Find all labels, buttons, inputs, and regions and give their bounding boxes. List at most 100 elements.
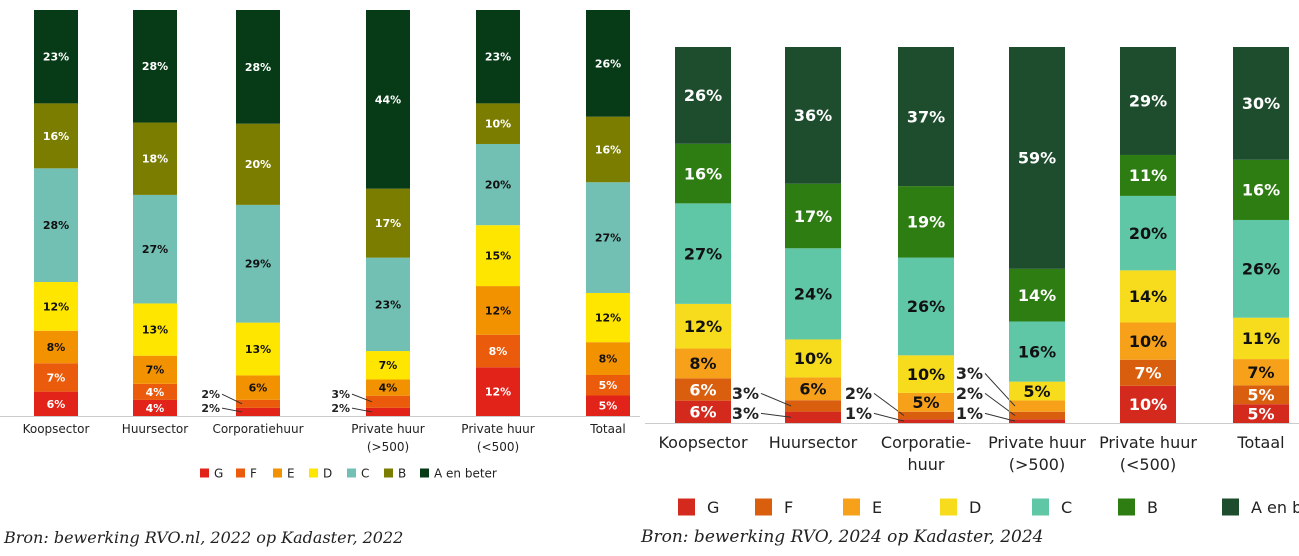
legend-label: B [398,466,406,480]
bar-segment-e [1120,322,1176,360]
data-label: 5% [599,400,618,413]
data-label: 12% [485,304,511,317]
data-label: 26% [595,57,621,70]
bar-segment-d [785,339,841,378]
data-label: 7% [1134,364,1161,383]
data-label: 7% [379,359,398,372]
bar-segment-a-en-beter [34,10,78,104]
bar-segment-f [236,399,280,408]
legend-label: D [969,498,981,517]
data-label: 14% [1129,287,1167,306]
bar-segment-c [133,194,177,304]
leader-line [984,392,1016,416]
leader-line [760,412,792,418]
data-label: 7% [47,371,66,384]
bar-segment-d [34,282,78,331]
data-label: 2% [845,384,872,403]
data-label: 6% [689,380,716,399]
data-label: 14% [1018,286,1056,305]
data-label: 26% [1242,260,1280,279]
legend-label: E [287,466,295,480]
legend-label: G [707,498,719,517]
data-label: 6% [689,403,716,422]
bar-segment-e [586,342,630,375]
leader-line [873,392,905,416]
bar-segment-f [785,400,841,412]
data-label: 16% [1242,181,1280,200]
data-label: 10% [907,365,945,384]
data-label: 16% [43,130,69,143]
legend-label: E [872,498,882,517]
data-label: 2% [331,402,350,415]
legend-swatch-c [347,468,356,478]
bar-segment-e [1233,359,1289,386]
legend-label: F [784,498,793,517]
leader-line [873,412,905,422]
data-label: 6% [249,382,268,395]
leader-line [760,392,792,407]
bar-segment-a-en-beter [476,10,520,104]
legend-label: C [361,466,369,480]
category-label: Private huur [988,433,1086,452]
bar-segment-b [236,123,280,205]
bar-segment-a-en-beter [1120,47,1176,155]
bar-segment-e [366,379,410,396]
category-label: Koopsector [23,422,90,436]
bar-segment-b [133,122,177,195]
data-label: 6% [47,398,66,411]
category-label: Corporatie- [881,433,971,452]
data-label: 12% [43,300,69,313]
bar-segment-a-en-beter [1009,47,1065,269]
bar-segment-b [1120,154,1176,196]
data-label: 30% [1242,94,1280,113]
data-label: 5% [599,379,618,392]
data-label: 28% [142,60,168,73]
data-label: 3% [732,404,759,423]
bar-segment-g [34,391,78,416]
data-label: 2% [956,384,983,403]
bar-segment-f [898,411,954,420]
data-label: 5% [1247,386,1274,405]
source-left: Bron: bewerking RVO.nl, 2022 op Kadaster… [4,528,404,547]
category-label: huur [908,455,945,474]
bar-segment-b [898,186,954,258]
leader-line [221,393,243,405]
data-label: 24% [794,285,832,304]
data-label: 10% [794,349,832,368]
data-label: 26% [684,86,722,105]
bar-segment-d [1120,270,1176,323]
data-label: 59% [1018,149,1056,168]
category-label: Private huur [1099,433,1197,452]
bar-segment-c [1233,219,1289,318]
data-label: 3% [956,364,983,383]
bar-segment-b [476,103,520,144]
bar-segment-d [898,355,954,393]
bar-segment-g [586,395,630,416]
data-label: 20% [245,158,271,171]
data-label: 2% [201,402,220,415]
data-label: 18% [142,153,168,166]
category-label: Totaal [1236,433,1284,452]
data-label: 10% [1129,332,1167,351]
data-label: 26% [907,297,945,316]
bar-segment-e [34,330,78,364]
data-label: 23% [485,51,511,64]
data-label: 4% [146,386,165,399]
data-label: 3% [331,388,350,401]
category-label: Private huur [351,422,424,436]
data-label: 23% [375,298,401,311]
legend-label: A en beter [434,466,497,480]
bar-segment-c [1009,321,1065,382]
bar-segment-a-en-beter [236,10,280,124]
legend-swatch-g [200,468,209,478]
legend-swatch-f [755,498,772,516]
bar-segment-b [366,188,410,258]
leader-line [351,393,373,403]
bar-segment-d [133,303,177,356]
data-label: 5% [1023,382,1050,401]
data-label: 12% [684,317,722,336]
legend-swatch-d [309,468,318,478]
data-label: 7% [146,364,165,377]
bar-segment-e [133,355,177,384]
bar-segment-c [586,182,630,293]
